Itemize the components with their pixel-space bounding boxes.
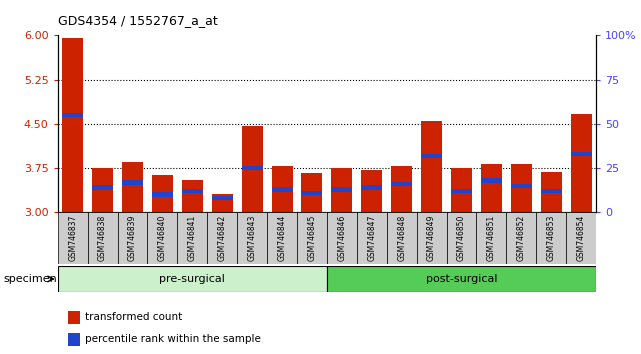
FancyBboxPatch shape (117, 212, 147, 264)
Bar (451, 189, 472, 193)
Bar (182, 180, 203, 212)
Text: transformed count: transformed count (85, 312, 182, 322)
FancyBboxPatch shape (357, 212, 387, 264)
FancyBboxPatch shape (537, 212, 566, 264)
Text: GSM746848: GSM746848 (397, 215, 406, 261)
Bar (511, 184, 532, 188)
FancyBboxPatch shape (88, 212, 117, 264)
Text: GSM746837: GSM746837 (68, 215, 77, 261)
FancyBboxPatch shape (327, 212, 357, 264)
FancyBboxPatch shape (506, 212, 537, 264)
FancyBboxPatch shape (327, 266, 596, 292)
Bar (92, 168, 113, 212)
Bar (69, 311, 80, 324)
Text: GSM746853: GSM746853 (547, 215, 556, 261)
Bar (570, 152, 592, 156)
FancyBboxPatch shape (207, 212, 237, 264)
FancyBboxPatch shape (58, 266, 327, 292)
Bar (212, 196, 233, 200)
Bar (69, 333, 80, 346)
Bar (570, 114, 592, 212)
Text: GSM746844: GSM746844 (278, 215, 287, 261)
Bar (481, 164, 502, 212)
Bar (152, 175, 173, 212)
Text: GDS4354 / 1552767_a_at: GDS4354 / 1552767_a_at (58, 13, 217, 27)
Text: GSM746840: GSM746840 (158, 215, 167, 261)
Bar (62, 38, 83, 212)
Bar (92, 185, 113, 190)
Text: post-surgical: post-surgical (426, 274, 497, 284)
FancyBboxPatch shape (237, 212, 267, 264)
Bar (301, 173, 322, 212)
Text: pre-surgical: pre-surgical (160, 274, 225, 284)
Bar (391, 182, 412, 186)
Text: percentile rank within the sample: percentile rank within the sample (85, 335, 260, 344)
Text: GSM746838: GSM746838 (98, 215, 107, 261)
Bar (242, 166, 263, 170)
Bar (301, 191, 322, 195)
Bar (541, 189, 562, 193)
Bar (272, 166, 292, 212)
FancyBboxPatch shape (566, 212, 596, 264)
Bar (62, 113, 83, 117)
Bar (391, 166, 412, 212)
Bar (362, 170, 382, 212)
FancyBboxPatch shape (417, 212, 447, 264)
Text: specimen: specimen (3, 274, 57, 284)
Bar (421, 154, 442, 158)
Text: GSM746843: GSM746843 (247, 215, 256, 261)
Text: GSM746846: GSM746846 (337, 215, 346, 261)
Bar (152, 193, 173, 197)
Text: GSM746850: GSM746850 (457, 215, 466, 261)
Bar (481, 178, 502, 183)
FancyBboxPatch shape (476, 212, 506, 264)
Bar (362, 185, 382, 190)
FancyBboxPatch shape (147, 212, 178, 264)
Text: GSM746849: GSM746849 (427, 215, 436, 261)
FancyBboxPatch shape (267, 212, 297, 264)
Bar (122, 180, 143, 184)
Text: GSM746854: GSM746854 (577, 215, 586, 261)
Text: GSM746852: GSM746852 (517, 215, 526, 261)
Bar (421, 121, 442, 212)
FancyBboxPatch shape (297, 212, 327, 264)
Text: GSM746851: GSM746851 (487, 215, 496, 261)
Bar (182, 189, 203, 193)
Text: GSM746839: GSM746839 (128, 215, 137, 261)
Bar (331, 167, 353, 212)
FancyBboxPatch shape (447, 212, 476, 264)
FancyBboxPatch shape (387, 212, 417, 264)
Text: GSM746847: GSM746847 (367, 215, 376, 261)
FancyBboxPatch shape (178, 212, 207, 264)
Bar (212, 194, 233, 212)
Bar (511, 164, 532, 212)
Bar (122, 162, 143, 212)
Text: GSM746841: GSM746841 (188, 215, 197, 261)
FancyBboxPatch shape (58, 212, 88, 264)
Bar (451, 168, 472, 212)
Text: GSM746842: GSM746842 (218, 215, 227, 261)
Bar (541, 172, 562, 212)
Bar (242, 126, 263, 212)
Bar (331, 187, 353, 192)
Text: GSM746845: GSM746845 (308, 215, 317, 261)
Bar (272, 187, 292, 192)
